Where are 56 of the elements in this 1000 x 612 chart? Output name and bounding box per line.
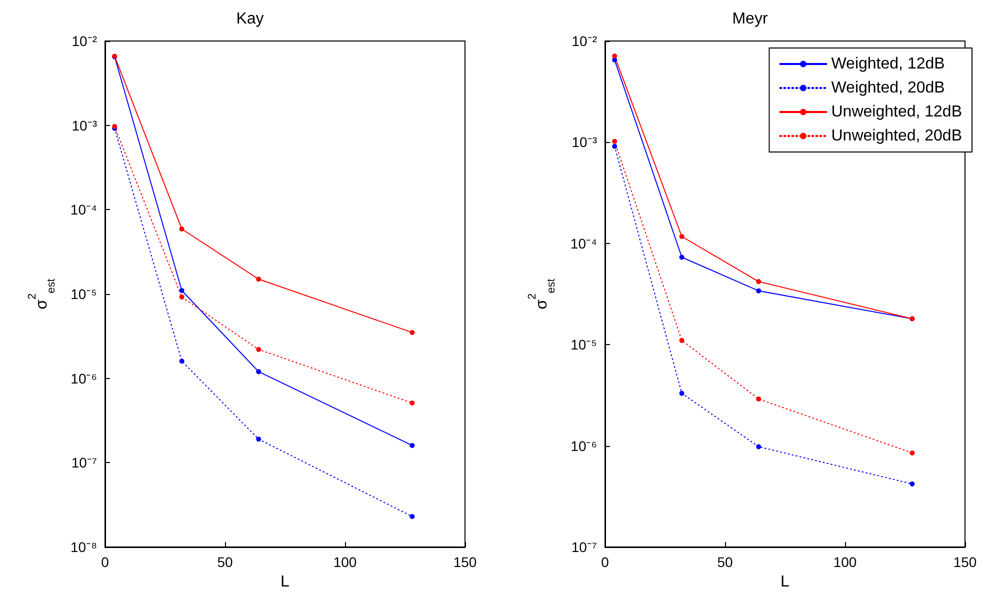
legend-label: Weighted, 20dB [831, 80, 945, 96]
x-axis-title: L [780, 573, 790, 590]
y-tick-label: 10⁻⁸ [70, 539, 98, 555]
y-tick-label: 10⁻² [572, 33, 598, 49]
point [756, 444, 762, 450]
y-tick-label: 10⁻⁷ [71, 454, 97, 471]
x-tick-label: 100 [333, 554, 357, 570]
point [679, 234, 684, 239]
x-tick-label: 50 [717, 554, 733, 570]
x-tick-label: 100 [833, 554, 857, 570]
legend-label: Unweighted, 12dB [831, 104, 962, 120]
point [756, 279, 762, 284]
x-tick-label: 150 [953, 554, 977, 570]
x-tick-label: 50 [217, 554, 233, 570]
point [410, 330, 415, 335]
point [256, 276, 262, 282]
point [612, 138, 618, 144]
y-tick-label: 10⁻⁴ [570, 235, 597, 252]
point [679, 390, 684, 396]
x-tick-label: 150 [453, 554, 477, 570]
y-tick-label: 10⁻⁵ [570, 336, 597, 353]
point [612, 144, 618, 149]
y-axis-title: σ2est [526, 278, 558, 310]
point [410, 442, 415, 448]
y-tick-label: 10⁻⁶ [570, 438, 597, 454]
point [179, 358, 184, 364]
point [679, 254, 684, 260]
y-tick-label: 10⁻⁶ [70, 370, 97, 386]
x-axis-title: L [280, 573, 290, 590]
y-tick-label: 10⁻⁷ [571, 539, 597, 555]
point [256, 346, 262, 352]
x-tick-label: 0 [601, 554, 610, 570]
point [179, 294, 184, 300]
point [679, 338, 684, 343]
legend-label: Unweighted, 20dB [831, 128, 962, 144]
point [910, 481, 915, 486]
chart-title: Meyr [732, 10, 768, 28]
y-axis-title: σ2est [26, 278, 58, 310]
y-tick-label: 10⁻³ [72, 117, 98, 134]
legend-label: Weighted, 12dB [831, 56, 945, 72]
y-tick-label: 10⁻⁵ [70, 286, 97, 302]
point [256, 436, 262, 442]
point [756, 396, 762, 402]
y-tick-label: 10⁻⁴ [70, 202, 97, 218]
point [179, 226, 184, 232]
point [410, 400, 415, 406]
point [910, 450, 915, 456]
point [179, 288, 184, 294]
x-tick-label: 0 [101, 554, 110, 570]
point [756, 288, 762, 294]
point [410, 514, 415, 519]
chart-title: Kay [236, 10, 264, 28]
y-tick-label: 10⁻² [72, 33, 98, 49]
point [612, 54, 618, 59]
point [256, 369, 262, 374]
y-tick-label: 10⁻³ [572, 134, 598, 150]
